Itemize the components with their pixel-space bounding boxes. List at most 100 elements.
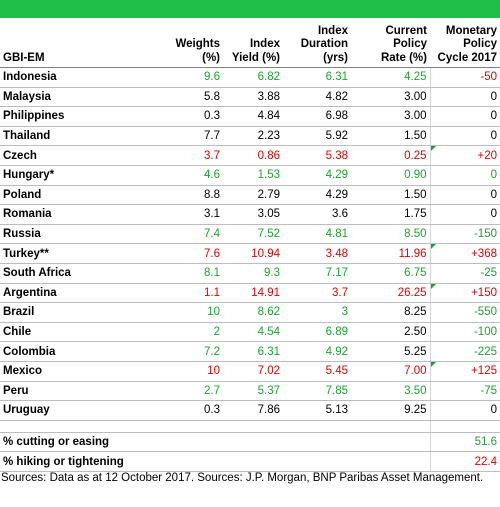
rate-cell: 1.50: [351, 126, 430, 147]
country-cell: Argentina: [0, 283, 135, 304]
source-note: Sources: Data as at 12 October 2017. Sou…: [1, 472, 484, 484]
country-cell: Thailand: [0, 126, 135, 147]
table-header-row: GBI-EM Weights (%) Index Yield (%) Index Du…: [0, 18, 500, 68]
rate-cell: 26.25: [351, 283, 430, 304]
summary-label: % cutting or easing: [0, 432, 430, 453]
yield-cell: 4.54: [223, 322, 283, 343]
duration-cell: 6.89: [283, 322, 351, 343]
table-row: Argentina 1.1 14.91 3.7 26.25 +150: [0, 283, 500, 304]
duration-cell: 3: [283, 302, 351, 323]
rate-cell: 5.25: [351, 341, 430, 362]
cycle-cell: 0: [429, 400, 500, 421]
table-row: Indonesia 9.6 6.82 6.31 4.25 -50: [0, 67, 500, 88]
country-cell: Colombia: [0, 341, 135, 362]
summary-value: 51.6: [429, 432, 500, 453]
country-cell: Russia: [0, 224, 135, 245]
table-row: Thailand 7.7 2.23 5.92 1.50 0: [0, 126, 500, 147]
duration-cell: 4.29: [283, 165, 351, 186]
table-row: Czech 3.7 0.86 5.38 0.25 +20: [0, 145, 500, 166]
column-header-weights: Weights (%): [135, 18, 223, 68]
cycle-cell: -100: [429, 322, 500, 343]
table-row: Peru 2.7 5.37 7.85 3.50 -75: [0, 381, 500, 402]
table-row: Brazil 10 8.62 3 8.25 -550: [0, 302, 500, 323]
cycle-cell: 0: [429, 185, 500, 206]
rate-cell: 0.25: [351, 145, 430, 166]
column-header-market: GBI-EM: [0, 18, 135, 68]
duration-cell: 5.38: [283, 145, 351, 166]
duration-cell: 4.82: [283, 87, 351, 108]
weight-cell: 0.3: [135, 106, 223, 127]
column-header-index-yield: Index Yield (%): [223, 18, 283, 68]
table-row: Chile 2 4.54 6.89 2.50 -100: [0, 322, 500, 343]
rate-cell: 8.25: [351, 302, 430, 323]
yield-cell: 9.3: [223, 263, 283, 284]
cycle-cell: -150: [429, 224, 500, 245]
yield-cell: 7.02: [223, 361, 283, 382]
weight-cell: 0.3: [135, 400, 223, 421]
country-cell: Philippines: [0, 106, 135, 127]
table-row: Mexico 10 7.02 5.45 7.00 +125: [0, 361, 500, 382]
country-cell: South Africa: [0, 263, 135, 284]
yield-cell: 4.84: [223, 106, 283, 127]
cycle-cell: +20: [429, 145, 500, 166]
cycle-cell: -550: [429, 302, 500, 323]
yield-cell: 0.86: [223, 145, 283, 166]
country-cell: Peru: [0, 381, 135, 402]
rate-cell: 11.96: [351, 243, 430, 264]
weight-cell: 7.7: [135, 126, 223, 147]
rate-cell: 7.00: [351, 361, 430, 382]
table-row: Turkey** 7.6 10.94 3.48 11.96 +368: [0, 243, 500, 264]
table-row: Colombia 7.2 6.31 4.92 5.25 -225: [0, 341, 500, 362]
duration-cell: 4.29: [283, 185, 351, 206]
duration-cell: 5.13: [283, 400, 351, 421]
country-cell: Malaysia: [0, 87, 135, 108]
weight-cell: 2.7: [135, 381, 223, 402]
yield-cell: 7.86: [223, 400, 283, 421]
weight-cell: 1.1: [135, 283, 223, 304]
weight-cell: 8.1: [135, 263, 223, 284]
cycle-cell: +150: [429, 283, 500, 304]
weight-cell: 7.6: [135, 243, 223, 264]
rate-cell: 4.25: [351, 67, 430, 88]
rate-cell: 0.90: [351, 165, 430, 186]
gbi-em-table: GBI-EM Weights (%) Index Yield (%) Index Du…: [0, 18, 500, 472]
summary-row: % cutting or easing 51.6: [0, 432, 500, 453]
weight-cell: 2: [135, 322, 223, 343]
weight-cell: 5.8: [135, 87, 223, 108]
column-header-policy-cycle: Monetary Policy Cycle 2017: [430, 18, 500, 68]
rate-cell: 1.75: [351, 204, 430, 225]
table-row: Romania 3.1 3.05 3.6 1.75 0: [0, 204, 500, 225]
duration-cell: 4.81: [283, 224, 351, 245]
table-body: Indonesia 9.6 6.82 6.31 4.25 -50 Malaysia 5.8 3.…: [0, 67, 500, 472]
rate-cell: 2.50: [351, 322, 430, 343]
weight-cell: 7.4: [135, 224, 223, 245]
weight-cell: 7.2: [135, 341, 223, 362]
duration-cell: 4.92: [283, 341, 351, 362]
summary-value: 22.4: [429, 451, 500, 472]
summary-label: % hiking or tightening: [0, 451, 430, 472]
duration-cell: 5.92: [283, 126, 351, 147]
duration-cell: 7.17: [283, 263, 351, 284]
yield-cell: 3.05: [223, 204, 283, 225]
country-cell: Czech: [0, 145, 135, 166]
yield-cell: 2.79: [223, 185, 283, 206]
yield-cell: 7.52: [223, 224, 283, 245]
weight-cell: 3.1: [135, 204, 223, 225]
table-row: Malaysia 5.8 3.88 4.82 3.00 0: [0, 87, 500, 108]
yield-cell: 14.91: [223, 283, 283, 304]
rate-cell: 6.75: [351, 263, 430, 284]
weight-cell: 10: [135, 361, 223, 382]
country-cell: Romania: [0, 204, 135, 225]
cycle-cell: +368: [429, 243, 500, 264]
duration-cell: 7.85: [283, 381, 351, 402]
rate-cell: 3.00: [351, 106, 430, 127]
duration-cell: 5.45: [283, 361, 351, 382]
cycle-cell: 0: [429, 165, 500, 186]
weight-cell: 10: [135, 302, 223, 323]
cycle-cell: 0: [429, 106, 500, 127]
cycle-cell: 0: [429, 204, 500, 225]
rate-cell: 3.00: [351, 87, 430, 108]
cycle-cell: -50: [429, 67, 500, 88]
country-cell: Chile: [0, 322, 135, 343]
rate-cell: 3.50: [351, 381, 430, 402]
